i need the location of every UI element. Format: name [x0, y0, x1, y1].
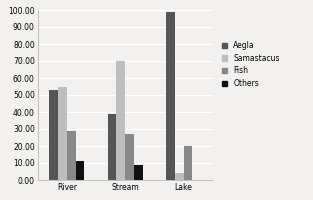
Bar — [166, 12, 175, 180]
Bar — [108, 114, 116, 180]
Bar — [134, 165, 143, 180]
Bar — [75, 161, 84, 180]
Bar — [49, 90, 58, 180]
Bar — [184, 146, 192, 180]
Bar — [125, 134, 134, 180]
Bar — [58, 86, 67, 180]
Legend: Aegla, Samastacus, Fish, Others: Aegla, Samastacus, Fish, Others — [220, 39, 281, 90]
Bar — [116, 61, 125, 180]
Bar — [67, 131, 75, 180]
Bar — [175, 173, 184, 180]
